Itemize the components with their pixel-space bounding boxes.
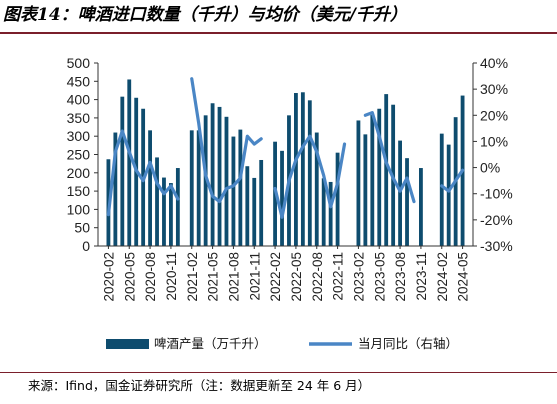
x-tick-label: 2023-02 (351, 252, 366, 302)
x-tick-label: 2024-05 (456, 252, 471, 302)
x-tick-label: 2020-08 (143, 252, 158, 302)
left-tick-label: 300 (67, 128, 91, 144)
legend-bar-label: 啤酒产量（万千升） (154, 336, 267, 351)
right-tick-label: 10% (480, 133, 508, 149)
bar (148, 130, 152, 246)
bar (175, 168, 180, 246)
x-tick-label: 2021-02 (185, 252, 200, 302)
left-tick-label: 150 (67, 183, 91, 199)
line-segment (190, 77, 263, 204)
bar (252, 177, 257, 246)
bar (162, 177, 166, 246)
bar (127, 79, 132, 246)
bar (113, 132, 118, 246)
bar (384, 94, 389, 246)
bar (189, 130, 194, 246)
left-tick-label: 50 (74, 220, 90, 236)
bar (231, 136, 236, 246)
left-tick-label: 100 (67, 201, 91, 217)
bar-series (106, 79, 465, 246)
x-tick-label: 2023-05 (372, 252, 387, 302)
bar (398, 140, 402, 246)
bar (300, 92, 305, 246)
left-tick-label: 0 (82, 238, 90, 254)
bar (370, 114, 375, 246)
line-series (106, 77, 465, 219)
x-tick-label: 2022-05 (289, 252, 304, 302)
x-tick-label: 2021-05 (206, 252, 221, 302)
bar (217, 106, 222, 246)
x-tick-label: 2022-02 (268, 252, 283, 302)
bar (203, 115, 208, 246)
bar (155, 157, 159, 246)
line-segment (273, 134, 347, 219)
left-tick-label: 250 (67, 147, 91, 163)
left-tick-label: 400 (67, 92, 91, 108)
bar (307, 100, 312, 246)
right-tick-label: 40% (480, 55, 508, 71)
bar (238, 129, 243, 246)
x-tick-label: 2020-02 (101, 252, 116, 302)
bar (245, 166, 250, 246)
left-tick-label: 500 (67, 55, 91, 71)
bar (356, 120, 361, 246)
bar (321, 178, 326, 246)
x-tick-label: 2022-08 (310, 252, 325, 302)
line-segment (106, 129, 180, 217)
line-segment (440, 168, 465, 193)
x-tick-label: 2021-08 (226, 252, 241, 302)
bar (314, 132, 319, 246)
right-tick-label: -20% (480, 212, 513, 228)
bar (446, 144, 451, 246)
x-tick-label: 2021-11 (247, 252, 262, 301)
left-tick-label: 350 (67, 110, 91, 126)
right-tick-label: -10% (480, 186, 513, 202)
bar (169, 183, 173, 246)
x-tick-label: 2022-11 (331, 252, 346, 301)
x-tick-label: 2023-08 (393, 252, 408, 302)
bar (259, 159, 264, 246)
right-tick-label: 0% (480, 160, 500, 176)
bar (328, 181, 333, 246)
left-tick-label: 450 (67, 73, 91, 89)
chart-area: 0 50 100 150 200 250 300 350 400 450 500 -30% -20% -1… (67, 55, 513, 351)
legend: 啤酒产量（万千升） 当月同比（右轴） (106, 336, 458, 351)
bar (377, 108, 382, 246)
right-tick-label: 20% (480, 107, 508, 123)
right-tick-label: 30% (480, 81, 508, 97)
title-divider (0, 32, 557, 34)
bar (280, 150, 284, 246)
bar (224, 116, 229, 246)
bar (210, 103, 215, 246)
bar (196, 130, 201, 246)
x-tick-label: 2020-11 (164, 252, 179, 301)
x-tick-label: 2024-02 (435, 252, 450, 302)
source-divider (0, 372, 557, 373)
bar (294, 93, 298, 246)
source-note: 来源：Ifind，国金证券研究所（注：数据更新至 24 年 6 月） (28, 378, 371, 393)
bar (120, 96, 125, 246)
bar (419, 168, 423, 246)
bar (335, 152, 340, 246)
axes: 0 50 100 150 200 250 300 350 400 450 500 -30% -20% -1… (67, 55, 513, 302)
bar (363, 134, 368, 246)
line-segment (363, 111, 416, 204)
right-tick-label: -30% (480, 238, 513, 254)
x-tick-label: 2020-05 (122, 252, 137, 302)
left-tick-label: 200 (67, 165, 91, 181)
bar (405, 158, 409, 246)
x-tick-label: 2023-11 (414, 252, 429, 301)
legend-bar-swatch (106, 339, 149, 349)
bar (439, 133, 444, 246)
legend-line-label: 当月同比（右轴） (358, 336, 458, 351)
chart-title: 图表14：啤酒进口数量（千升）与均价（美元/千升） (3, 5, 407, 25)
